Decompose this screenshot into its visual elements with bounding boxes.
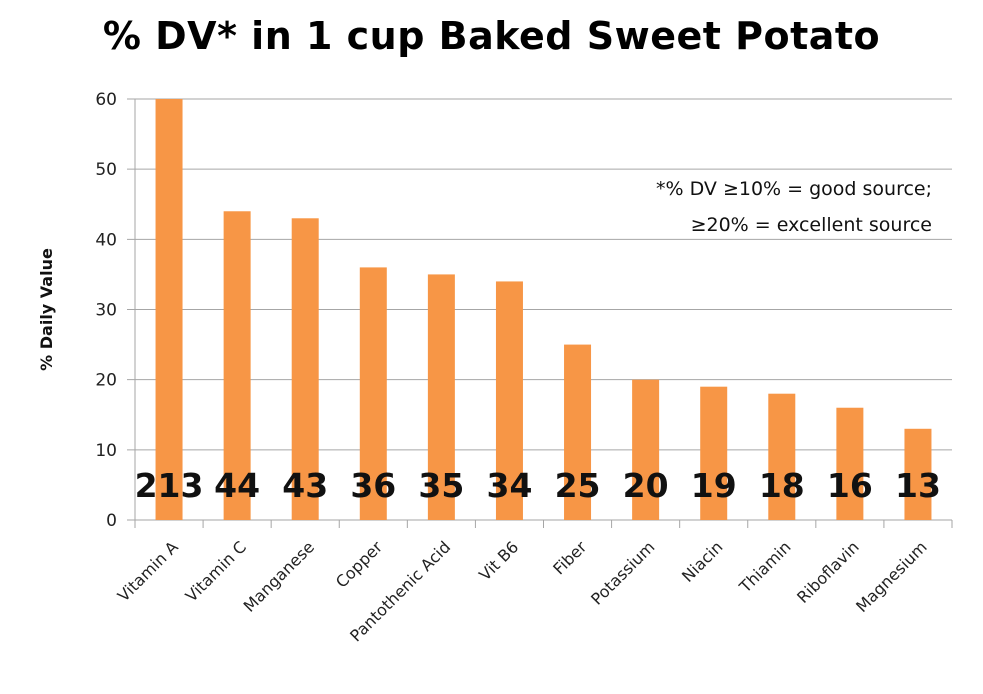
category-label: Copper bbox=[332, 537, 387, 592]
bar bbox=[359, 267, 387, 520]
category-label: Niacin bbox=[678, 537, 727, 586]
data-label: 35 bbox=[418, 466, 464, 505]
y-tick-label: 30 bbox=[95, 301, 117, 321]
data-label: 18 bbox=[759, 466, 805, 505]
category-label: Magnesium bbox=[852, 537, 931, 616]
category-label: Vit B6 bbox=[475, 537, 522, 584]
data-label: 19 bbox=[691, 466, 737, 505]
category-label: Potassium bbox=[587, 537, 658, 608]
data-label: 20 bbox=[623, 466, 669, 505]
y-tick-label: 60 bbox=[95, 90, 117, 110]
data-label: 13 bbox=[895, 466, 941, 505]
data-label: 44 bbox=[214, 466, 260, 505]
chart-title: % DV* in 1 cup Baked Sweet Potato bbox=[102, 14, 881, 58]
bar bbox=[223, 211, 251, 520]
bar bbox=[700, 386, 728, 520]
bar bbox=[427, 274, 455, 520]
y-axis-label: % Daily Value bbox=[37, 248, 56, 371]
bar bbox=[632, 379, 660, 520]
data-label: 25 bbox=[555, 466, 601, 505]
annotation-line-1: *% DV ≥10% = good source; bbox=[656, 178, 932, 200]
data-label: 16 bbox=[827, 466, 873, 505]
data-label: 43 bbox=[282, 466, 328, 505]
y-tick-label: 10 bbox=[95, 441, 117, 461]
category-label: Riboflavin bbox=[793, 537, 863, 607]
bar bbox=[836, 407, 864, 520]
bar bbox=[291, 218, 319, 521]
data-label: 213 bbox=[135, 466, 204, 505]
y-tick-label: 50 bbox=[95, 160, 117, 180]
category-label: Vitamin C bbox=[182, 537, 250, 605]
bar bbox=[155, 99, 183, 520]
y-tick-label: 20 bbox=[95, 371, 117, 391]
data-label: 34 bbox=[486, 466, 532, 505]
category-label: Manganese bbox=[240, 537, 318, 615]
y-tick-label: 0 bbox=[106, 511, 117, 531]
category-label: Thiamin bbox=[735, 537, 795, 597]
category-label: Vitamin A bbox=[114, 537, 182, 605]
bar bbox=[768, 393, 796, 520]
bar bbox=[904, 428, 932, 520]
category-label: Fiber bbox=[549, 537, 590, 578]
bar bbox=[495, 281, 523, 520]
annotation-line-2: ≥20% = excellent source bbox=[691, 214, 932, 236]
bar bbox=[564, 344, 592, 520]
y-tick-label: 40 bbox=[95, 230, 117, 250]
data-label: 36 bbox=[350, 466, 396, 505]
